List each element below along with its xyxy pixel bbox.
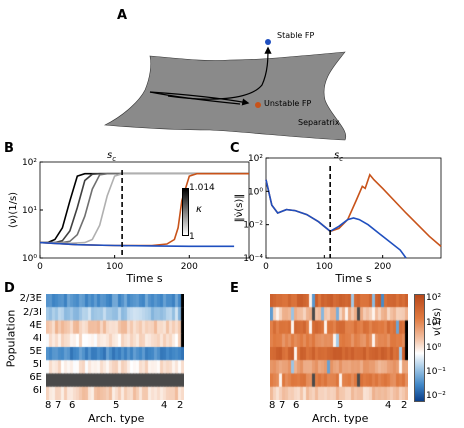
plot-frame bbox=[265, 157, 442, 259]
colorbar-tick: 10⁻² bbox=[426, 391, 446, 401]
panel-letter-d: D bbox=[4, 281, 15, 296]
y-tick-label: 10¹ bbox=[22, 206, 37, 216]
x-tick-label: 0 bbox=[263, 262, 269, 272]
heatmap-d-xlabel: Arch. type bbox=[88, 412, 145, 425]
colorbar-tick: 10⁻¹ bbox=[426, 367, 446, 377]
panel-letter-c: C bbox=[230, 141, 240, 156]
unstable-fp-label: Unstable FP bbox=[264, 99, 312, 108]
x-axis-label: Time s bbox=[125, 272, 162, 285]
heatmap-e-xlabel: Arch. type bbox=[312, 412, 369, 425]
chart-b-colorbar bbox=[182, 188, 189, 236]
x-tick: 5 bbox=[113, 400, 120, 411]
row-label: 5E bbox=[29, 346, 42, 357]
heatmap-e-colorbar bbox=[414, 294, 425, 402]
panel-letter-a: A bbox=[117, 8, 128, 23]
x-tick: 7 bbox=[279, 400, 286, 411]
heatmap-e bbox=[270, 294, 408, 400]
separatrix-label: Separatrix bbox=[298, 118, 340, 127]
x-axis-label: Time s bbox=[334, 272, 371, 285]
colorbar-tick: 10¹ bbox=[426, 318, 442, 328]
panel-letter-e: E bbox=[230, 281, 239, 296]
row-label: 6E bbox=[29, 372, 42, 383]
series-line-1 bbox=[265, 179, 407, 259]
heatmap-d bbox=[46, 294, 184, 400]
chart-b-colorbar-min: 1 bbox=[189, 232, 195, 242]
unstable-fp-dot bbox=[255, 102, 261, 108]
separatrix-surface bbox=[103, 51, 347, 141]
series-line-0 bbox=[40, 172, 249, 244]
x-tick: 5 bbox=[337, 400, 344, 411]
y-tick-label: 10⁻⁴ bbox=[243, 254, 263, 264]
series-line-1 bbox=[40, 172, 249, 244]
x-tick-label: 100 bbox=[316, 262, 333, 272]
x-tick: 2 bbox=[177, 400, 184, 411]
y-tick-label: 10² bbox=[248, 154, 263, 164]
row-label: 5I bbox=[32, 359, 42, 370]
x-tick: 6 bbox=[293, 400, 300, 411]
y-tick-label: 10⁻² bbox=[243, 221, 263, 231]
trajectory-to-stable bbox=[167, 46, 272, 100]
colorbar-tick: 10⁰ bbox=[426, 343, 442, 353]
x-tick-label: 100 bbox=[106, 262, 123, 272]
chart-b-colorbar-var: κ bbox=[196, 204, 202, 215]
heatmap-e-colorbar-label: ν(1/s) bbox=[432, 307, 443, 336]
stable-fp-label: Stable FP bbox=[277, 31, 315, 40]
x-tick: 4 bbox=[161, 400, 168, 411]
chart-b: 0 100 200 10⁰ 10¹ 10² Time s ⟨ν⟩(1/s) bbox=[8, 158, 250, 285]
y-axis-label: ‖ν̇(s)‖ bbox=[233, 194, 245, 223]
trajectory-to-unstable bbox=[149, 91, 250, 106]
y-tick-label: 10⁰ bbox=[248, 187, 263, 197]
stable-fp-dot bbox=[265, 39, 271, 45]
x-tick: 7 bbox=[55, 400, 62, 411]
colorbar-tick: 10² bbox=[426, 293, 442, 303]
chart-b-colorbar-max: 1.014 bbox=[189, 183, 215, 193]
x-tick-label: 0 bbox=[37, 262, 43, 272]
series-line-4 bbox=[39, 172, 249, 247]
x-tick: 6 bbox=[69, 400, 76, 411]
x-tick-label: 200 bbox=[374, 262, 391, 272]
panel-letter-b: B bbox=[4, 141, 14, 156]
series-line-3 bbox=[39, 172, 249, 245]
row-label: 2/3I bbox=[22, 307, 42, 318]
row-label: 4I bbox=[32, 333, 42, 344]
x-tick: 4 bbox=[385, 400, 392, 411]
x-tick: 8 bbox=[269, 400, 276, 411]
panel-a-illustration bbox=[103, 39, 347, 141]
x-tick-label: 200 bbox=[181, 262, 198, 272]
chart-c: 0 100 200 10⁻⁴ 10⁻² 10⁰ 10² Time s ‖ν̇(s)‖ bbox=[233, 154, 442, 285]
y-axis-label: ⟨ν⟩(1/s) bbox=[8, 192, 19, 228]
row-label: 6I bbox=[32, 385, 42, 396]
y-tick-label: 10⁰ bbox=[22, 254, 37, 264]
chart-b-sc-label: sc bbox=[107, 150, 117, 163]
row-label: 4E bbox=[29, 320, 42, 331]
x-tick: 2 bbox=[401, 400, 408, 411]
row-label: 2/3E bbox=[19, 293, 42, 304]
chart-c-sc-label: sc bbox=[334, 150, 344, 163]
series-line-5 bbox=[39, 241, 235, 248]
x-tick: 8 bbox=[45, 400, 52, 411]
y-tick-label: 10² bbox=[22, 158, 37, 168]
series-line-2 bbox=[40, 172, 249, 244]
